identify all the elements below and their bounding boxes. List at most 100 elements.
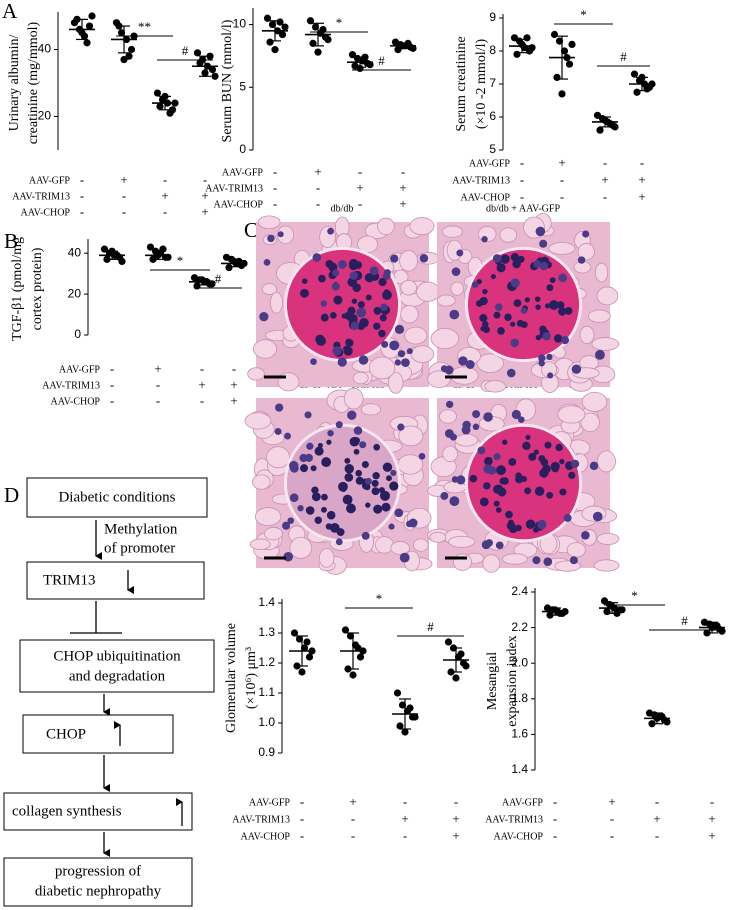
significance-label: * [580,7,587,22]
row-sign: + [356,180,363,195]
tissue-cell [579,325,595,345]
significance-label: # [681,613,688,628]
tissue-cell [254,507,282,526]
nucleus [538,359,545,367]
nucleus [465,360,475,369]
data-point [663,718,671,726]
nucleus [577,256,586,264]
data-point [462,662,470,670]
nucleus [445,400,454,409]
nucleus [534,486,545,496]
data-point [166,109,174,117]
data-point [88,12,96,20]
nucleus [267,234,275,243]
panel-label: D [4,483,19,507]
nucleus [406,348,413,355]
nucleus [337,357,347,367]
nucleus [493,500,500,507]
data-point [153,89,162,97]
node-box [22,714,174,754]
nucleus [373,306,382,315]
nucleus [321,457,332,468]
data-point [411,713,419,721]
y-tick-label: 9 [489,10,496,24]
y-tick-label: 1.6 [511,727,528,741]
nucleus [528,452,537,461]
error-bar [269,20,281,42]
nucleus [394,324,405,335]
row-label: AAV-CHOP [241,831,291,842]
nucleus [538,455,546,462]
nucleus [321,506,327,513]
data-point [596,126,604,134]
row-sign: - [110,361,114,376]
row-sign: - [300,794,304,809]
nucleus [538,354,546,362]
data-point [118,257,126,265]
nucleus [389,340,400,351]
nucleus [539,325,547,333]
row-sign: + [601,172,608,187]
nucleus [314,446,324,456]
nucleus [418,452,426,460]
error-bar [606,602,618,614]
tissue-cell [597,450,616,473]
row-sign: + [399,180,406,195]
data-point [406,704,414,712]
nucleus [327,429,334,437]
nucleus [510,321,516,327]
data-point [633,88,641,96]
y-tick-label: 1.4 [258,595,275,609]
nucleus [511,409,521,420]
nucleus [390,469,397,476]
nucleus [357,322,365,331]
nucleus [549,300,559,310]
row-label: AAV-TRIM13 [452,175,510,186]
tissue-cell [450,281,465,296]
y-tick-label: 40 [68,245,82,259]
nucleus [365,294,372,301]
nucleus [329,522,340,533]
row-sign: - [553,794,557,809]
row-sign: - [403,794,407,809]
nucleus [390,254,399,263]
row-sign: - [122,204,126,219]
data-point [319,25,327,34]
data-point [266,38,274,46]
nucleus [300,288,309,298]
row-sign: - [80,188,84,203]
nucleus [490,273,496,280]
row-label: AAV-CHOP [51,396,101,407]
data-point [553,73,561,81]
significance-label: # [215,271,222,286]
nucleus [378,277,387,287]
row-label: AAV-TRIM13 [12,191,70,202]
nucleus [479,497,489,507]
row-sign: + [230,377,237,392]
nucleus [483,482,491,490]
y-tick-label: 1.4 [511,762,528,776]
row-sign: + [558,155,565,170]
nucleus [568,471,576,479]
error-bar [516,38,528,54]
tissue-cell [416,281,440,302]
nucleus [557,301,565,309]
nucleus [401,358,410,367]
nucleus [406,520,413,528]
row-sign: - [80,172,84,187]
row-label: AAV-GFP [249,797,291,808]
error-bar [399,698,411,730]
nucleus [493,453,501,461]
nucleus [321,493,328,501]
row-sign: + [154,361,161,376]
tissue-cell [398,425,424,447]
nucleus [328,262,338,272]
data-point [523,34,531,42]
y-tick-label: 1.0 [258,715,275,729]
node-box [3,857,193,907]
significance-label: * [177,253,184,268]
tissue-cell [400,279,417,296]
data-point [324,36,332,44]
data-point [565,60,574,68]
nucleus [373,504,383,514]
